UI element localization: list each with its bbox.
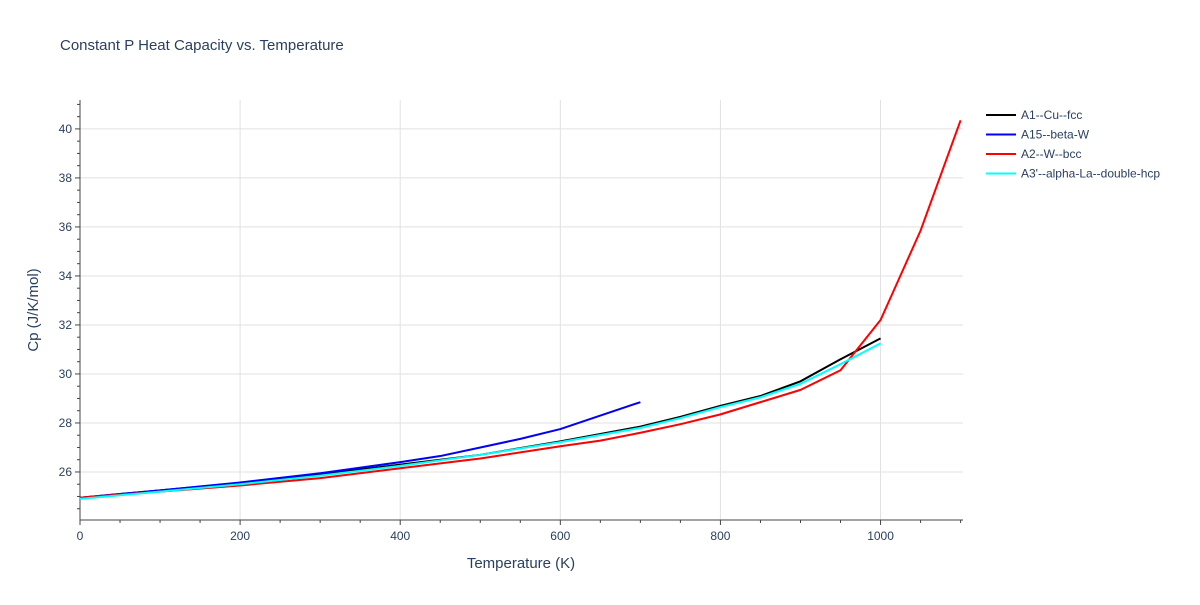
x-tick-label: 800 [710,529,730,543]
series-lines [79,119,962,500]
y-tick-label: 34 [59,269,73,283]
y-tick-label: 28 [59,416,73,430]
y-tick-label: 36 [59,220,73,234]
y-axis-label: Cp (J/K/mol) [25,268,42,351]
x-tick-label: 400 [390,529,410,543]
legend-entry: A3'--alpha-La--double-hcp [1021,167,1160,181]
y-tick-label: 30 [59,367,73,381]
y-tick-label: 32 [59,318,73,332]
x-axis-label: Temperature (K) [467,555,575,572]
x-tick-label: 0 [77,529,84,543]
x-tick-label: 600 [550,529,570,543]
y-tick-label: 26 [59,465,73,479]
grid [80,100,963,520]
legend-entry: A2--W--bcc [1021,147,1081,161]
x-tick-label: 200 [230,529,250,543]
legend-entry: A15--beta-W [1021,128,1090,142]
axes: 0 200 400 600 800 1000 26 28 30 32 34 36 38 40 [59,100,963,543]
y-tick-label: 40 [59,122,73,136]
series-line-1 [79,401,641,499]
x-tick-label: 1000 [867,529,894,543]
series-line-0 [79,337,882,499]
legend: A1--Cu--fcc A15--beta-W A2--W--bcc A3'--alp… [986,108,1160,181]
legend-entry: A1--Cu--fcc [1021,108,1082,122]
y-tick-label: 38 [59,171,73,185]
chart-title: Constant P Heat Capacity vs. Temperature [60,37,344,54]
series-line-3 [79,342,882,500]
series-line-2 [79,119,962,499]
